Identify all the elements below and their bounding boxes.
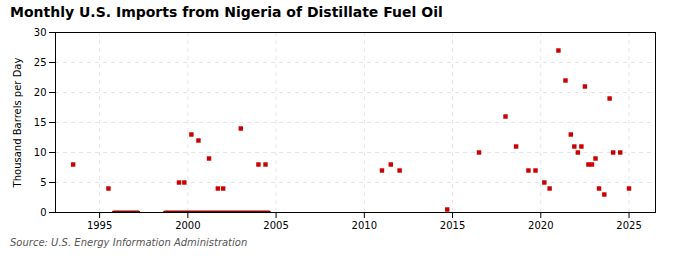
html-text:Monthly U.S. Imports from Nige: Monthly U.S. Imports from Nigeria of Dis… <box>10 4 443 20</box>
svg-text:15: 15 <box>34 117 47 128</box>
svg-text:20: 20 <box>34 87 47 98</box>
svg-text:2010: 2010 <box>352 220 377 231</box>
svg-text:0: 0 <box>40 207 46 218</box>
html-text:Source: U.S. Energy Informatio: Source: U.S. Energy Information Administ… <box>10 237 248 248</box>
svg-text:5: 5 <box>40 177 46 188</box>
svg-text:Thousand Barrels per Day: Thousand Barrels per Day <box>12 58 23 189</box>
svg-text:2005: 2005 <box>263 220 288 231</box>
svg-text:2015: 2015 <box>440 220 465 231</box>
svg-text:25: 25 <box>34 57 47 68</box>
svg-text:10: 10 <box>34 147 47 158</box>
svg-text:2025: 2025 <box>616 220 641 231</box>
svg-text:30: 30 <box>34 27 47 38</box>
svg-text:2000: 2000 <box>175 220 200 231</box>
svg-text:2020: 2020 <box>528 220 553 231</box>
svg-text:1995: 1995 <box>87 220 112 231</box>
